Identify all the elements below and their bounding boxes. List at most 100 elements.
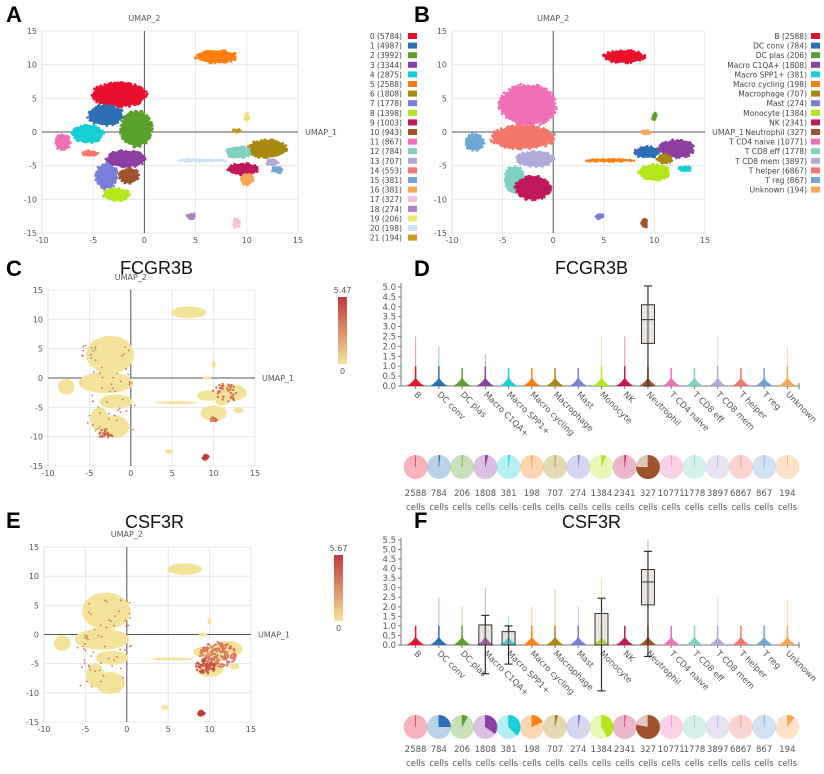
cell-point [116, 196, 120, 200]
sparse-expressing-cell [92, 400, 95, 403]
cell-point [516, 172, 519, 176]
cell-point [140, 157, 144, 161]
cell-point [515, 184, 519, 188]
expressing-cell [199, 666, 202, 669]
cell-point [95, 176, 98, 180]
cell-point [511, 147, 515, 151]
cell-point [107, 175, 111, 178]
cell-point [140, 126, 143, 130]
cell-point [60, 133, 63, 136]
cell-point [105, 189, 109, 193]
cell-point [667, 145, 670, 149]
cell-point [504, 180, 507, 183]
cell-point [138, 115, 142, 119]
cell-point [124, 174, 128, 177]
cell-point [512, 132, 516, 136]
x-tick-label: 10 [205, 725, 215, 734]
cell-point [264, 139, 268, 142]
x-tick-label: 0 [128, 469, 133, 478]
cell-point [233, 147, 237, 150]
cell-point [251, 152, 255, 155]
legend-swatch [408, 119, 417, 126]
cell-point [667, 154, 671, 158]
cell-point [528, 133, 531, 136]
cell-point [645, 172, 649, 175]
legend-swatch [811, 167, 820, 174]
expressing-cell [212, 644, 215, 647]
y-tick-label: 0 [32, 128, 37, 137]
cell-point [104, 157, 108, 161]
cell-point [241, 156, 245, 160]
cell-point [262, 153, 266, 157]
cell-point [122, 82, 126, 85]
cell-point [540, 88, 543, 92]
cell-point [644, 176, 647, 179]
cell-point [610, 158, 614, 161]
legend-swatch [408, 33, 417, 39]
cell-point [233, 224, 236, 228]
y-tick-label: 0 [34, 631, 39, 640]
cell-point [499, 144, 503, 148]
cell-point [105, 176, 109, 179]
cell-point [252, 171, 256, 174]
cell-point [548, 141, 552, 145]
cell-point [118, 188, 121, 192]
expressing-cell [218, 383, 221, 387]
cell-point [97, 106, 101, 109]
cell-point [513, 165, 517, 168]
cell-point [144, 90, 148, 93]
cell-point [219, 57, 223, 61]
cell-point [217, 60, 221, 63]
cell-point [120, 134, 124, 138]
cell-point [131, 170, 134, 173]
cell-point [54, 141, 58, 145]
cell-point [140, 134, 143, 138]
legend-swatch [408, 138, 417, 145]
sparse-expressing-cell [96, 427, 99, 430]
legend-label: Unknown (194) [750, 186, 807, 195]
cell-point [112, 184, 115, 188]
sparse-expressing-cell [99, 624, 102, 627]
cell-region [95, 671, 126, 695]
cell-point [268, 148, 272, 151]
cell-point [96, 95, 100, 99]
cell-point [102, 121, 106, 125]
expressing-cell [217, 665, 220, 668]
cell-point [77, 137, 81, 141]
cell-point [116, 163, 120, 167]
expressing-cell [233, 657, 236, 661]
cell-point [99, 174, 103, 178]
cell-point [144, 121, 147, 125]
cell-point [514, 145, 517, 148]
cell-point [526, 175, 530, 179]
cell-point [537, 186, 541, 189]
cell-point [246, 117, 249, 121]
cell-point [511, 186, 514, 190]
cell-point [277, 147, 281, 151]
cell-point [105, 87, 109, 90]
cell-point [101, 112, 105, 116]
cell-point [640, 167, 644, 171]
cell-point [81, 126, 85, 130]
cell-point [118, 92, 121, 95]
cell-point [268, 145, 272, 148]
sparse-expressing-cell [105, 600, 108, 603]
cluster-20 [176, 157, 227, 164]
cell-point [538, 119, 542, 123]
cell-point [103, 174, 106, 178]
legend-label: T CD8 eff (1778) [744, 147, 807, 156]
cell-point [128, 116, 132, 119]
cell-point [213, 60, 216, 64]
legend-swatch [408, 42, 417, 49]
cell-point [470, 134, 474, 138]
cell-region [167, 563, 203, 576]
cell-point [99, 96, 103, 100]
expressing-cell [100, 428, 103, 432]
sparse-expressing-cell [85, 680, 88, 683]
cell-point [281, 147, 284, 150]
expressing-cell [197, 713, 201, 716]
cell-point [595, 158, 599, 162]
cell-point [465, 137, 468, 141]
cell-point [519, 82, 523, 86]
cell-point [102, 132, 106, 135]
